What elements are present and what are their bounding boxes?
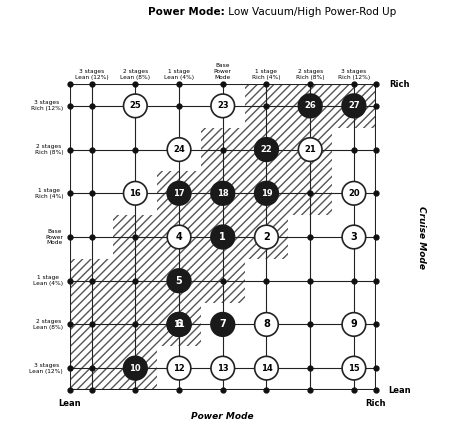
Bar xyxy=(245,171,288,215)
Bar xyxy=(245,128,288,171)
Text: 1: 1 xyxy=(220,232,226,242)
Text: Lean: Lean xyxy=(58,400,81,408)
Text: 2 stages
Rich (8%): 2 stages Rich (8%) xyxy=(296,69,324,80)
Text: 4: 4 xyxy=(176,232,182,242)
Bar xyxy=(113,215,157,259)
Circle shape xyxy=(255,182,278,205)
Text: 11: 11 xyxy=(173,320,185,329)
Text: Cruise Mode: Cruise Mode xyxy=(417,206,426,268)
Text: 2 stages
Lean (8%): 2 stages Lean (8%) xyxy=(33,319,63,330)
Bar xyxy=(157,303,201,346)
Text: 2 stages
Rich (8%): 2 stages Rich (8%) xyxy=(35,144,63,155)
Text: Rich: Rich xyxy=(390,79,410,89)
Bar xyxy=(157,215,201,259)
Text: 1 stage
Rich (4%): 1 stage Rich (4%) xyxy=(252,69,281,80)
Circle shape xyxy=(123,182,147,205)
Circle shape xyxy=(167,313,191,336)
Text: Power Mode:: Power Mode: xyxy=(148,7,225,17)
Bar xyxy=(201,259,245,303)
Text: 5: 5 xyxy=(176,276,182,286)
Circle shape xyxy=(167,356,191,380)
Bar xyxy=(201,215,245,259)
Text: 24: 24 xyxy=(173,145,185,154)
Text: 1 stage
Lean (4%): 1 stage Lean (4%) xyxy=(33,275,63,286)
Text: 14: 14 xyxy=(261,364,272,373)
Text: 27: 27 xyxy=(348,101,360,110)
Circle shape xyxy=(167,138,191,161)
Text: 25: 25 xyxy=(130,101,141,110)
Text: 2 stages
Lean (8%): 2 stages Lean (8%) xyxy=(120,69,150,80)
Text: 15: 15 xyxy=(348,364,360,373)
Bar xyxy=(288,171,332,215)
Text: Base
Power
Mode: Base Power Mode xyxy=(214,63,232,80)
Text: 21: 21 xyxy=(304,145,316,154)
Circle shape xyxy=(211,313,234,336)
Text: Low Vacuum/High Power-Rod Up: Low Vacuum/High Power-Rod Up xyxy=(225,7,396,17)
Circle shape xyxy=(342,225,366,249)
Bar xyxy=(70,259,113,303)
Circle shape xyxy=(342,313,366,336)
Circle shape xyxy=(298,94,322,118)
Text: 1 stage
Lean (4%): 1 stage Lean (4%) xyxy=(164,69,194,80)
Text: 3 stages
Lean (12%): 3 stages Lean (12%) xyxy=(29,363,63,373)
Text: 3 stages
Lean (12%): 3 stages Lean (12%) xyxy=(75,69,108,80)
Text: 22: 22 xyxy=(261,145,272,154)
Text: Power Mode: Power Mode xyxy=(191,412,254,421)
Text: 2: 2 xyxy=(263,232,270,242)
Text: 3 stages
Rich (12%): 3 stages Rich (12%) xyxy=(31,101,63,111)
Text: Rich: Rich xyxy=(365,400,386,408)
Text: 16: 16 xyxy=(130,189,141,198)
Text: Base
Power
Mode: Base Power Mode xyxy=(45,229,63,245)
Text: 20: 20 xyxy=(348,189,360,198)
Text: 17: 17 xyxy=(173,189,185,198)
Bar xyxy=(113,346,157,390)
Circle shape xyxy=(298,138,322,161)
Circle shape xyxy=(342,356,366,380)
Circle shape xyxy=(167,269,191,292)
Circle shape xyxy=(167,225,191,249)
Text: 10: 10 xyxy=(130,364,141,373)
Circle shape xyxy=(123,94,147,118)
Circle shape xyxy=(211,182,234,205)
Bar xyxy=(157,171,201,215)
Bar xyxy=(332,84,376,128)
Circle shape xyxy=(342,94,366,118)
Bar xyxy=(245,84,288,128)
Text: Lean: Lean xyxy=(388,385,411,395)
Text: 9: 9 xyxy=(351,319,357,330)
Bar xyxy=(70,303,113,346)
Bar xyxy=(201,128,245,171)
Text: 23: 23 xyxy=(217,101,229,110)
Bar xyxy=(201,171,245,215)
Circle shape xyxy=(211,225,234,249)
Bar xyxy=(157,259,201,303)
Text: 12: 12 xyxy=(173,364,185,373)
Circle shape xyxy=(211,356,234,380)
Text: 18: 18 xyxy=(217,189,229,198)
Circle shape xyxy=(167,182,191,205)
Bar xyxy=(70,346,113,390)
Text: 1 stage
Rich (4%): 1 stage Rich (4%) xyxy=(35,188,63,199)
Bar xyxy=(113,303,157,346)
Bar xyxy=(288,128,332,171)
Text: 8: 8 xyxy=(263,319,270,330)
Text: 26: 26 xyxy=(304,101,316,110)
Text: 3 stages
Rich (12%): 3 stages Rich (12%) xyxy=(338,69,370,80)
Bar xyxy=(245,215,288,259)
Text: 19: 19 xyxy=(261,189,272,198)
Text: 6: 6 xyxy=(176,319,182,330)
Bar xyxy=(288,84,332,128)
Circle shape xyxy=(255,356,278,380)
Circle shape xyxy=(211,94,234,118)
Bar xyxy=(113,259,157,303)
Circle shape xyxy=(255,225,278,249)
Text: 3: 3 xyxy=(351,232,357,242)
Circle shape xyxy=(255,138,278,161)
Text: 13: 13 xyxy=(217,364,229,373)
Circle shape xyxy=(123,356,147,380)
Circle shape xyxy=(342,182,366,205)
Text: 7: 7 xyxy=(220,319,226,330)
Circle shape xyxy=(167,313,191,336)
Circle shape xyxy=(255,313,278,336)
